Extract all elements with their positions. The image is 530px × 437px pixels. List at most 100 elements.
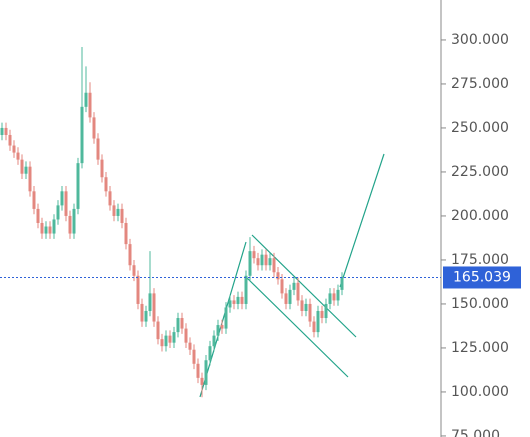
trend-line [339,153,385,288]
candle-body [28,166,32,192]
candle-body [60,191,64,206]
trend-line [245,276,349,378]
candle-body [232,300,236,304]
candle-body [188,342,192,350]
price-label: 165.039 [453,269,511,285]
candle-body [332,293,336,301]
candle-body [336,289,340,301]
candle-body [40,222,44,234]
candle-body [152,293,156,322]
candle-body [96,138,100,160]
candle-body [112,205,116,216]
candle-body [220,325,224,329]
candle-body [176,318,180,333]
candle-body [296,282,300,301]
y-tick-label: 275.000 [451,76,509,92]
candle-body [308,303,312,322]
candle-body [156,321,160,340]
y-tick-label: 300.000 [451,32,509,48]
candle-body [252,251,256,259]
y-tick-label: 125.000 [451,340,509,356]
candle-body [192,349,196,364]
candle-body [64,191,68,216]
y-tick-label: 250.000 [451,120,509,136]
candle-body [224,307,228,329]
candle-body [132,265,136,276]
candle-body [136,275,140,304]
candle-body [260,254,264,266]
y-tick-label: 175.000 [451,252,509,268]
candle-body [36,208,40,223]
candle-body [292,282,296,290]
candle-body [284,293,288,304]
candle-body [72,208,76,234]
candle-body [48,226,52,234]
candle-body [148,293,152,311]
trend-line [251,234,357,338]
candle-body [216,325,220,336]
candle-body [32,191,36,209]
candle-body [288,289,292,304]
candle-body [16,152,20,160]
candle-body [76,163,80,209]
candle-body [52,219,56,234]
y-tick-label: 225.000 [451,164,509,180]
candle-body [12,145,16,153]
candle-body [104,177,108,192]
candle-body [212,335,216,347]
candle-body [304,303,308,311]
candle-body [184,328,188,343]
candle-body [272,258,276,273]
candle-body [200,377,204,385]
candle-body [316,310,320,333]
candle-body [280,279,284,294]
candle-body [312,321,316,333]
candle-body [92,117,96,139]
y-tick-label: 100.000 [451,384,509,400]
candle-body [172,332,176,343]
candle-body [160,339,164,347]
candle-body [100,159,104,178]
candle-body [44,226,48,234]
candle-body [204,360,208,385]
candle-body [124,222,128,245]
candle-body [240,296,244,304]
y-tick-label: 325.000 [451,0,509,4]
candle-body [248,251,252,276]
price-label-box [443,266,521,289]
y-tick-label: 75.000 [451,428,500,437]
candle-body [256,258,260,266]
candle-body [140,303,144,322]
candle-body [236,296,240,304]
candle-body [20,159,24,174]
candle-body [80,106,84,164]
candle-body [128,244,132,266]
candle-body [268,258,272,266]
candle-body [68,215,72,234]
candle-body [264,254,268,266]
candle-body [56,205,60,220]
candle-body [88,92,92,118]
candle-body [244,275,248,304]
candle-body [320,310,324,319]
candle-body [208,346,212,361]
candle-body [4,127,8,135]
candle-body [340,277,344,290]
candle-body [324,303,328,319]
y-tick-label: 150.000 [451,296,509,312]
candle-body [196,363,200,378]
candle-body [0,127,4,135]
trend-line [199,241,247,398]
candle-body [8,134,12,146]
candle-body [24,166,28,174]
y-tick-label: 200.000 [451,208,509,224]
candle-body [116,208,120,216]
candle-body [328,293,332,304]
candle-body [84,92,88,107]
candle-body [168,335,172,343]
candle-body [120,208,124,223]
candle-body [108,191,112,206]
candle-body [300,300,304,311]
candle-body [144,310,148,322]
